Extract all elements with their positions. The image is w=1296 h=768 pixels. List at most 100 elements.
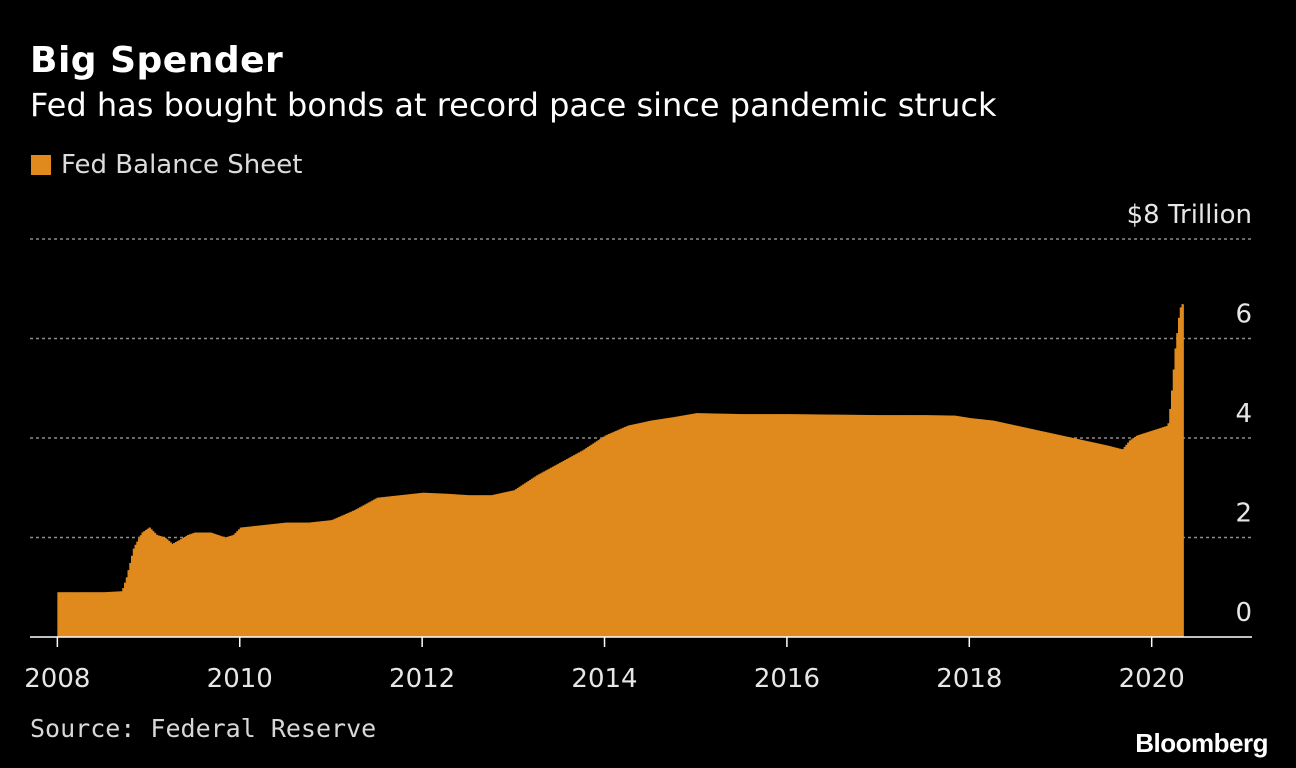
bar [813,414,816,637]
bar [692,413,695,637]
bar [762,414,765,637]
bar [1002,422,1005,637]
bar [967,417,970,637]
bar [344,513,348,637]
bar [1179,307,1183,637]
bar [109,591,113,637]
bar [1176,333,1179,637]
bar [1034,429,1037,637]
bar [536,475,539,637]
bar [245,526,248,637]
bar [269,524,272,637]
bar [1051,433,1055,637]
bar [188,534,192,637]
bar [551,466,555,637]
bar [1144,432,1148,637]
bar [64,592,67,637]
x-tick-label: 2016 [754,664,820,694]
bar [997,421,1000,637]
bar [278,523,281,637]
bar [950,415,953,637]
bar [1048,432,1051,637]
bar [478,495,481,637]
bar [557,463,560,637]
bar [492,494,495,637]
bar [613,431,616,637]
bar [453,494,457,637]
bar [216,535,220,637]
bar [401,495,404,637]
bar [885,415,888,637]
bar [1060,435,1063,637]
bar [909,415,913,637]
bar [764,414,767,637]
bar [271,524,274,637]
bar [458,494,462,637]
bar [972,418,976,637]
bar [1107,445,1111,637]
bar [441,493,444,637]
bar [143,531,146,637]
bar [611,432,614,637]
bar [320,521,323,637]
bar [1158,428,1162,637]
bar [1000,422,1004,637]
bar [252,526,255,637]
bar [164,537,167,637]
bar [234,532,237,637]
bar [180,539,183,637]
bar [124,582,127,637]
bar [543,471,546,637]
legend: Fed Balance Sheet [31,150,302,180]
bar [222,536,225,637]
bar [1156,428,1160,637]
bar [644,421,648,637]
bar [892,415,895,637]
bar [90,592,94,637]
bar [585,448,588,637]
bar [274,523,278,637]
bar [548,468,551,637]
bar [627,425,630,637]
bar [650,420,653,637]
bar [1146,432,1149,637]
bar [848,414,851,637]
bar [304,522,307,637]
bar [594,442,597,637]
bar [66,592,69,637]
bar [523,483,527,637]
x-tick-label: 2018 [936,664,1002,694]
bar [934,415,937,637]
bar [402,494,406,637]
bar [373,499,376,637]
bar [550,467,553,637]
bar [71,592,74,637]
bar [1132,438,1135,637]
bar [423,492,427,637]
bar [732,413,735,637]
bar [367,502,371,637]
bar [408,494,411,637]
bar [111,591,115,637]
bar [567,458,571,637]
bar [1127,442,1130,637]
bar [790,414,793,637]
bar [502,492,506,637]
bar [211,533,215,637]
bar [376,497,379,637]
bar [558,462,562,637]
bar [1155,429,1158,637]
bar [1081,440,1084,637]
bar [455,494,458,637]
bar [953,415,956,637]
bar [285,522,288,637]
bar [657,419,660,637]
bar [978,419,981,637]
bar [1083,440,1086,637]
bar [411,493,414,637]
bar [693,413,697,637]
bar [1078,439,1081,637]
bar [597,440,600,637]
bar [883,415,886,637]
bar [704,413,707,637]
